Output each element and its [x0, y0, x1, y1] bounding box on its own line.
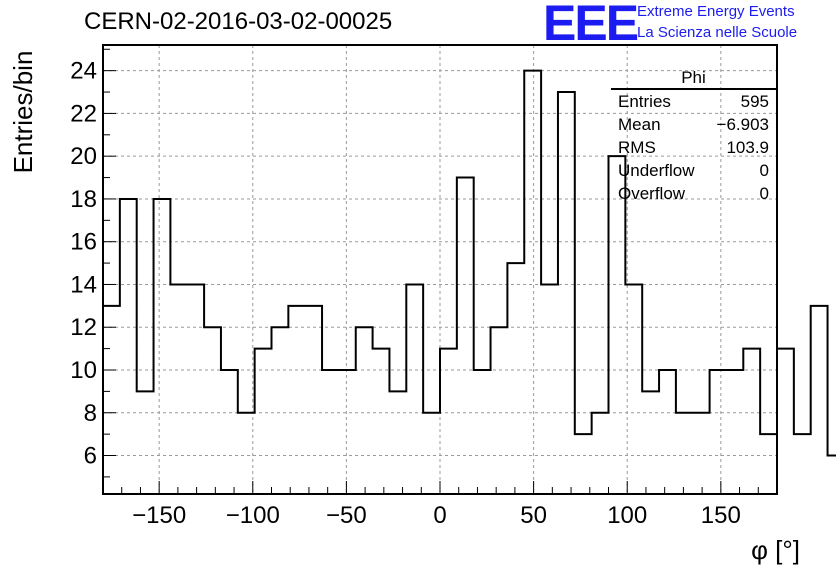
- y-tick-label: 8: [84, 400, 97, 427]
- eee-logo: EEE: [543, 0, 639, 51]
- y-tick-label: 24: [70, 58, 97, 85]
- y-axis-label: Entries/bin: [8, 51, 38, 174]
- y-tick-label: 22: [70, 100, 97, 127]
- stats-value: −6.903: [716, 115, 769, 134]
- y-axis: 6 8 10 12 14 16 18 20 22 24: [70, 48, 116, 478]
- y-tick-label: 16: [70, 229, 97, 256]
- y-tick-label: 14: [70, 271, 97, 298]
- stats-value: 103.9: [726, 138, 769, 157]
- stats-row: Mean −6.903: [611, 113, 776, 136]
- stats-label: Entries: [618, 92, 671, 111]
- stats-value: 595: [740, 92, 769, 111]
- x-tick-label: 0: [433, 502, 446, 529]
- histogram-series: [103, 69, 836, 457]
- x-tick-label: 50: [520, 502, 547, 529]
- stats-title: Phi: [611, 68, 776, 90]
- y-tick-label: 6: [84, 443, 97, 470]
- stats-label: Overflow: [618, 184, 686, 203]
- x-tick-label: 150: [701, 502, 741, 529]
- x-tick-label: −100: [226, 502, 280, 529]
- y-tick-label: 10: [70, 357, 97, 384]
- logo-subtitle-1: Extreme Energy Events: [637, 3, 795, 20]
- x-axis: −150 −100 −50 0 50 100 150: [102, 481, 778, 529]
- stats-value: 0: [759, 161, 769, 180]
- x-axis-label: φ [°]: [751, 535, 800, 565]
- y-tick-label: 20: [70, 143, 97, 170]
- stats-row: RMS 103.9: [611, 136, 776, 159]
- y-tick-label: 18: [70, 186, 97, 213]
- x-tick-label: −50: [326, 502, 367, 529]
- x-tick-label: 100: [607, 502, 647, 529]
- chart-title: CERN-02-2016-03-02-00025: [84, 8, 393, 35]
- y-tick-label: 12: [70, 314, 97, 341]
- stats-label: RMS: [618, 138, 656, 157]
- stats-row: Overflow 0: [611, 182, 776, 205]
- stats-box: Phi Entries 595 Mean −6.903 RMS 103.9 Un…: [611, 68, 776, 205]
- logo-subtitle-2: La Scienza nelle Scuole: [637, 24, 798, 41]
- stats-label: Underflow: [618, 161, 695, 180]
- stats-label: Mean: [618, 115, 661, 134]
- stats-row: Underflow 0: [611, 159, 776, 182]
- x-tick-label: −150: [132, 502, 186, 529]
- stats-row: Entries 595: [611, 90, 776, 113]
- stats-value: 0: [759, 184, 769, 203]
